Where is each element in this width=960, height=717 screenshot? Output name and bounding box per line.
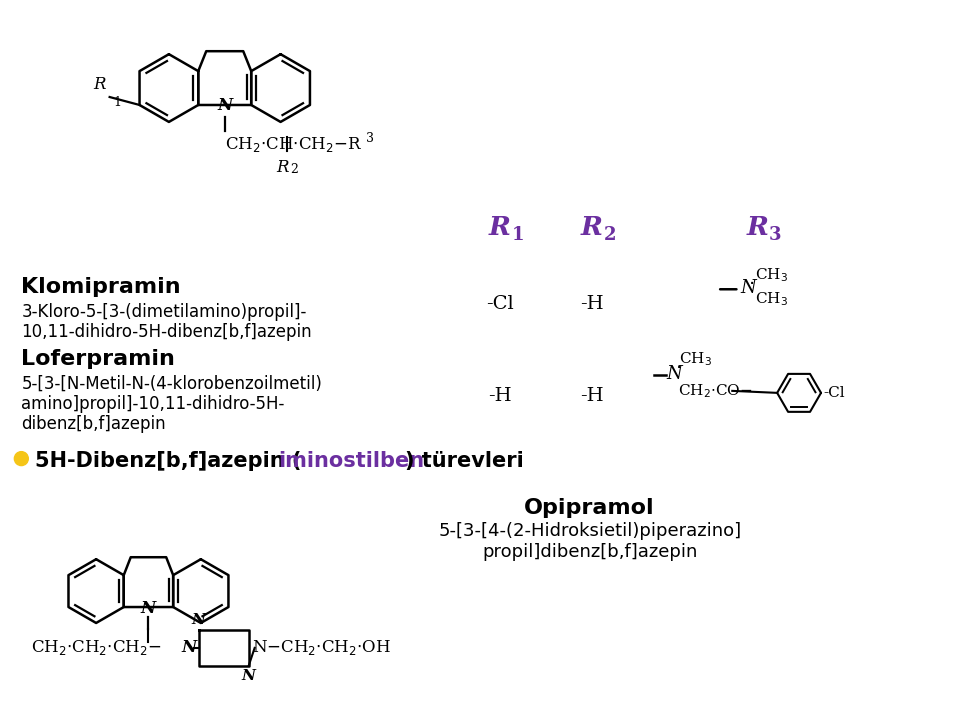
Text: Opipramol: Opipramol [524, 498, 655, 518]
Text: N: N [192, 613, 205, 627]
Text: Loferpramin: Loferpramin [21, 349, 176, 369]
Text: CH$_2$$\cdot$CO$-$: CH$_2$$\cdot$CO$-$ [679, 382, 753, 399]
Text: Klomipramin: Klomipramin [21, 277, 180, 298]
Text: ·: · [749, 275, 756, 294]
Circle shape [14, 452, 28, 465]
Text: dibenz[b,f]azepin: dibenz[b,f]azepin [21, 414, 166, 433]
Text: R: R [276, 158, 289, 176]
Text: R: R [93, 76, 106, 93]
Text: 1: 1 [512, 227, 524, 244]
Text: 2: 2 [291, 163, 299, 176]
Text: N: N [242, 669, 255, 683]
Text: CH$_3$: CH$_3$ [756, 267, 788, 284]
Text: R: R [746, 215, 768, 240]
Text: CH$_2$$\cdot$CH$\cdot$CH$_2$$-$R: CH$_2$$\cdot$CH$\cdot$CH$_2$$-$R [225, 135, 362, 154]
Text: 3: 3 [769, 227, 781, 244]
Text: 2: 2 [604, 227, 616, 244]
Text: 5-[3-[N-Metil-N-(4-klorobenzoilmetil): 5-[3-[N-Metil-N-(4-klorobenzoilmetil) [21, 375, 323, 393]
Text: N: N [740, 280, 756, 298]
Text: ·: · [676, 359, 682, 379]
Text: R: R [489, 215, 511, 240]
Text: N: N [666, 365, 683, 383]
Text: -H: -H [580, 387, 604, 405]
Text: iminostilben: iminostilben [278, 451, 424, 470]
Text: 10,11-dihidro-5H-dibenz[b,f]azepin: 10,11-dihidro-5H-dibenz[b,f]azepin [21, 323, 312, 341]
Text: CH$_3$: CH$_3$ [756, 290, 788, 308]
Text: -H: -H [488, 387, 512, 405]
Text: 5-[3-[4-(2-Hidroksietil)piperazino]: 5-[3-[4-(2-Hidroksietil)piperazino] [438, 523, 741, 541]
Text: R: R [581, 215, 603, 240]
Text: -Cl: -Cl [486, 295, 514, 313]
Text: 1: 1 [113, 96, 122, 109]
Text: N: N [141, 599, 156, 617]
Text: N: N [181, 640, 197, 656]
Text: N: N [217, 98, 232, 115]
Text: ) türevleri: ) türevleri [405, 451, 524, 470]
Text: N$-$CH$_2$$\cdot$CH$_2$$\cdot$OH: N$-$CH$_2$$\cdot$CH$_2$$\cdot$OH [252, 638, 391, 657]
Text: -Cl: -Cl [823, 386, 845, 400]
Text: amino]propil]-10,11-dihidro-5H-: amino]propil]-10,11-dihidro-5H- [21, 395, 285, 413]
Text: 3: 3 [367, 132, 374, 145]
Text: 5H-Dibenz[b,f]azepin (: 5H-Dibenz[b,f]azepin ( [36, 451, 301, 470]
Text: 3-Kloro-5-[3-(dimetilamino)propil]-: 3-Kloro-5-[3-(dimetilamino)propil]- [21, 303, 306, 321]
Text: CH$_2$$\cdot$CH$_2$$\cdot$CH$_2$$-$: CH$_2$$\cdot$CH$_2$$\cdot$CH$_2$$-$ [32, 638, 162, 657]
Text: -H: -H [580, 295, 604, 313]
Text: propil]dibenz[b,f]azepin: propil]dibenz[b,f]azepin [482, 543, 697, 561]
Text: CH$_3$: CH$_3$ [680, 350, 712, 368]
